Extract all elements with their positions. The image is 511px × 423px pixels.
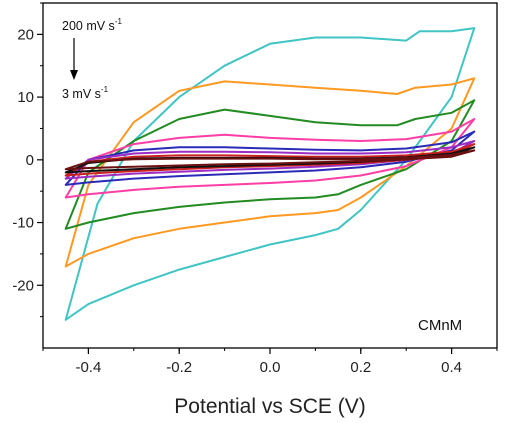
- annotation-bottom: 3 mV s-1: [62, 85, 109, 101]
- annotation-top: 200 mV s-1: [62, 17, 122, 33]
- sample-label: CMnM: [418, 317, 462, 334]
- x-tick-label: -0.4: [75, 359, 101, 376]
- plot-area: [66, 28, 475, 320]
- x-tick-label: 0.0: [260, 359, 281, 376]
- x-tick-label: -0.2: [166, 359, 192, 376]
- y-tick-label: 10: [17, 89, 34, 106]
- y-tick-label: -20: [12, 277, 34, 294]
- x-tick-label: 0.2: [350, 359, 371, 376]
- y-tick-label: -10: [12, 215, 34, 232]
- y-tick-label: 20: [17, 26, 34, 43]
- x-axis-title: Potential vs SCE (V): [174, 395, 365, 418]
- scan-rate-annotation: 200 mV s-1 3 mV s-1: [62, 17, 122, 101]
- annotation-arrow-head: [70, 70, 78, 80]
- x-tick-label: 0.4: [441, 359, 462, 376]
- y-tick-label: 0: [26, 152, 34, 169]
